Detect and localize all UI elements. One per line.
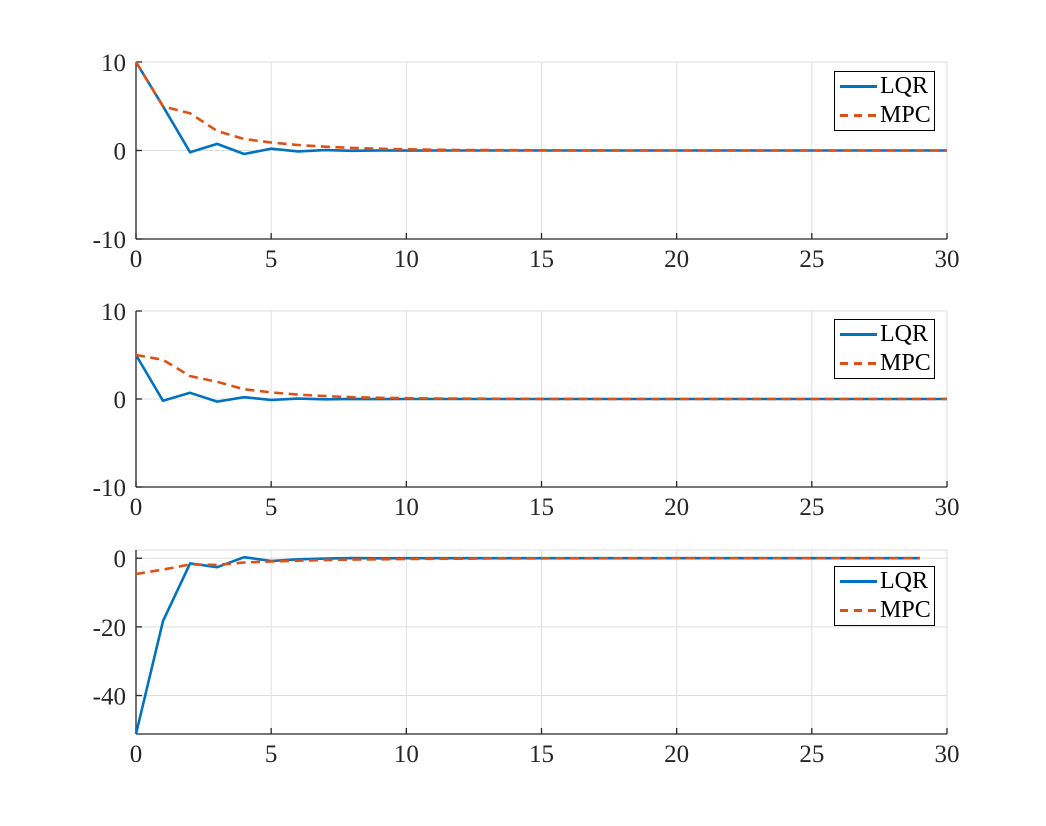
mpc-line-sample xyxy=(840,609,877,612)
legend-item-mpc: MPC xyxy=(835,101,934,130)
x-tick-label: 15 xyxy=(529,741,554,768)
x-tick-label: 10 xyxy=(394,741,419,768)
y-tick-label: 0 xyxy=(114,546,127,573)
lqr-line-sample xyxy=(840,85,877,88)
x-tick-label: 20 xyxy=(664,246,689,273)
legend-label-mpc: MPC xyxy=(880,597,931,623)
mpc-line-sample xyxy=(840,362,877,365)
x-tick-label: 5 xyxy=(265,246,278,273)
series-line-mpc xyxy=(135,556,920,576)
y-tick-label: -10 xyxy=(93,227,126,254)
legend-item-lqr: LQR xyxy=(835,72,934,101)
legend-label-mpc: MPC xyxy=(880,102,931,128)
x-tick-label: 25 xyxy=(799,494,824,521)
y-tick-label: -20 xyxy=(93,615,126,642)
x-tick-label: 10 xyxy=(394,494,419,521)
legend-item-mpc: MPC xyxy=(835,596,934,625)
x-tick-label: 20 xyxy=(664,494,689,521)
y-tick-label: -40 xyxy=(93,684,126,711)
lqr-line-sample xyxy=(840,580,877,583)
series-line-mpc xyxy=(134,61,947,152)
lqr-line-sample xyxy=(840,333,877,336)
y-tick-label: 10 xyxy=(101,299,126,326)
x-tick-label: 5 xyxy=(265,741,278,768)
series-line-lqr xyxy=(134,555,920,735)
mpc-line-sample xyxy=(840,114,877,117)
x-tick-label: 0 xyxy=(130,246,143,273)
legend-label-lqr: LQR xyxy=(880,321,928,347)
legend-subplot-1: LQR MPC xyxy=(834,71,935,131)
subplot-3: 0 5 10 15 20 25 30 0 -20 -40 xyxy=(93,546,960,768)
x-tick-label: 30 xyxy=(935,246,960,273)
y-tick-label: -10 xyxy=(93,475,126,502)
x-tick-label: 0 xyxy=(130,741,143,768)
x-tick-label: 15 xyxy=(529,494,554,521)
legend-item-lqr: LQR xyxy=(835,320,934,349)
legend-label-mpc: MPC xyxy=(880,350,931,376)
x-tick-label: 5 xyxy=(265,494,278,521)
x-tick-label: 20 xyxy=(664,741,689,768)
y-tick-label: 10 xyxy=(101,50,126,77)
x-tick-label: 15 xyxy=(529,246,554,273)
y-tick-label: 0 xyxy=(114,387,127,414)
series-line-mpc xyxy=(135,353,947,401)
x-tick-label: 0 xyxy=(130,494,143,521)
legend-subplot-3: LQR MPC xyxy=(834,566,935,626)
legend-label-lqr: LQR xyxy=(880,568,928,594)
x-tick-label: 30 xyxy=(935,494,960,521)
legend-item-mpc: MPC xyxy=(835,349,934,378)
x-tick-label: 10 xyxy=(394,246,419,273)
x-tick-label: 30 xyxy=(935,741,960,768)
legend-label-lqr: LQR xyxy=(880,73,928,99)
x-tick-label: 25 xyxy=(799,741,824,768)
legend-item-lqr: LQR xyxy=(835,567,934,596)
y-tick-label: 0 xyxy=(114,139,127,166)
legend-subplot-2: LQR MPC xyxy=(834,319,935,379)
x-tick-label: 25 xyxy=(799,246,824,273)
